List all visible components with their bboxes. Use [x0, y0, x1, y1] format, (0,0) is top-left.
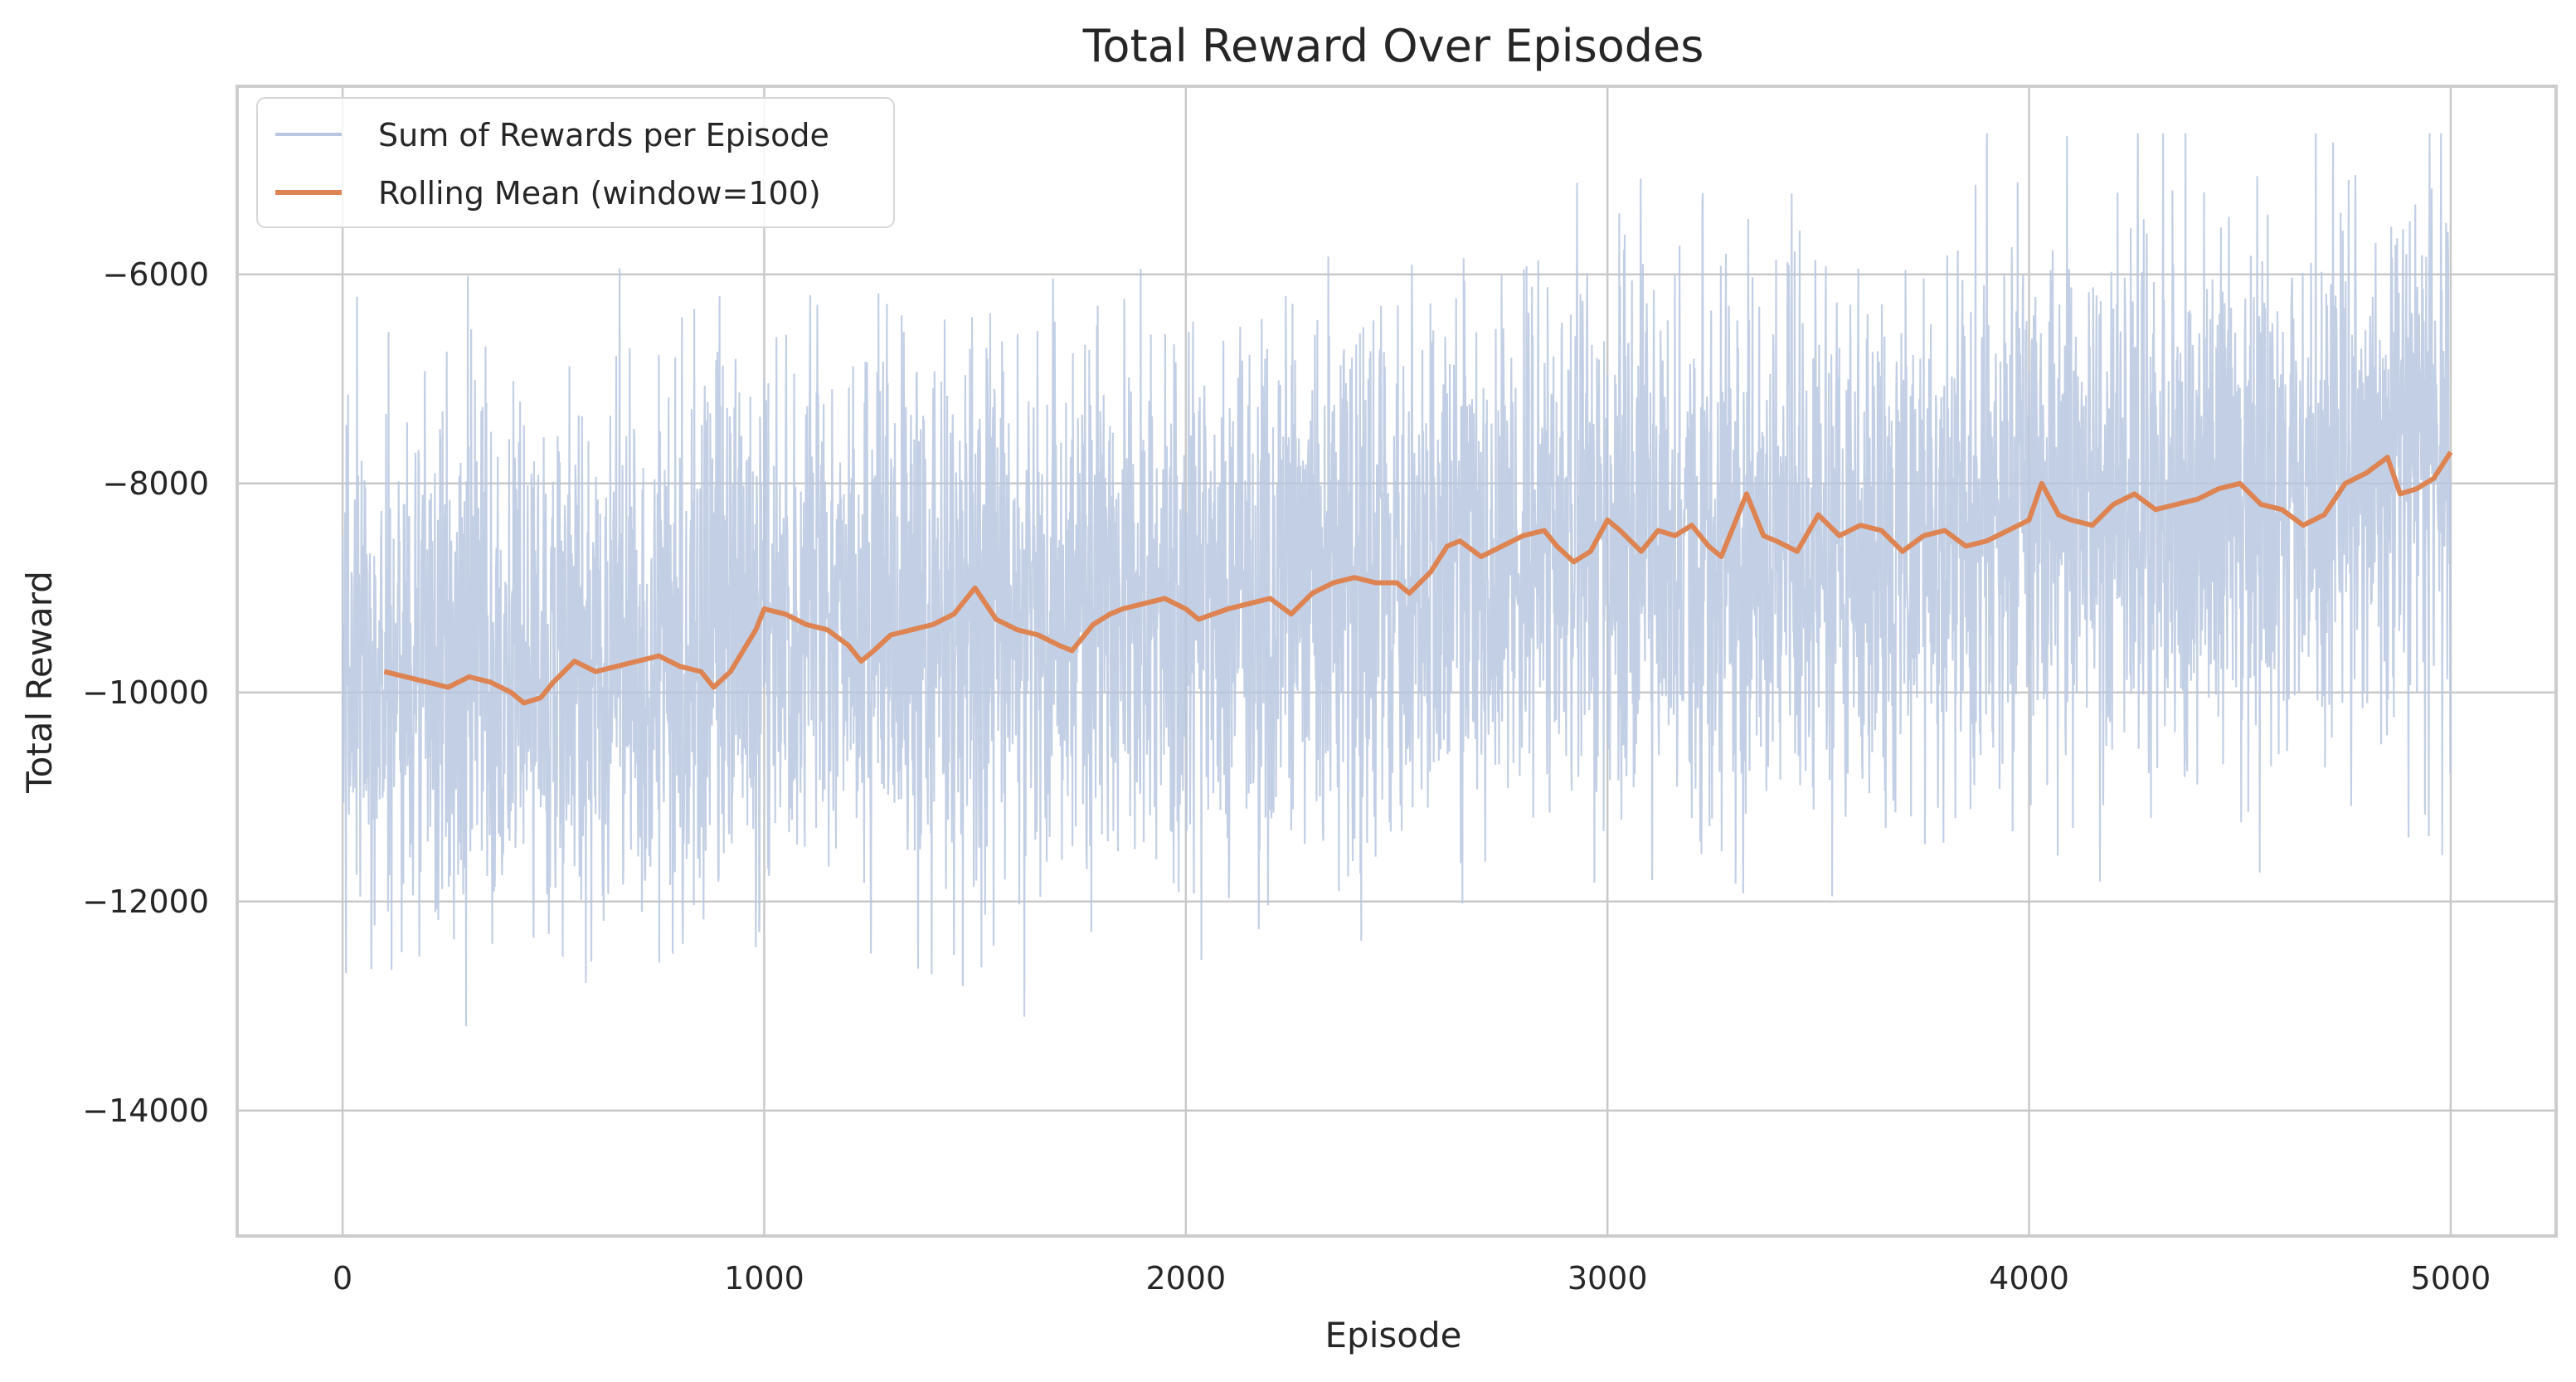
legend-label-raw: Sum of Rewards per Episode — [378, 117, 829, 153]
y-tick-label: −12000 — [82, 883, 209, 920]
y-tick-label: −14000 — [82, 1092, 209, 1129]
y-tick-label: −6000 — [102, 256, 209, 293]
x-tick-label: 5000 — [2411, 1260, 2491, 1297]
y-tick-label: −8000 — [102, 465, 209, 502]
raw-series-group — [342, 133, 2452, 1027]
x-tick-label: 4000 — [1989, 1260, 2069, 1297]
legend: Sum of Rewards per Episode Rolling Mean … — [256, 97, 895, 228]
x-axis-label: Episode — [1325, 1315, 1462, 1355]
x-tick-label: 0 — [333, 1260, 352, 1297]
plot-frame — [236, 85, 2558, 1238]
axis-ticks: 0 1000 2000 3000 4000 5000 −14000 −12000 −10000 −… — [82, 256, 2491, 1297]
x-tick-label: 1000 — [724, 1260, 804, 1297]
x-tick-label: 2000 — [1145, 1260, 1226, 1297]
y-axis-label: Total Reward — [19, 571, 60, 794]
chart-title: Total Reward Over Episodes — [1082, 20, 1704, 72]
rolling-mean-line — [383, 450, 2453, 706]
legend-box — [256, 97, 895, 228]
y-tick-label: −10000 — [82, 674, 209, 711]
rolling-mean-group — [383, 450, 2453, 706]
x-tick-label: 3000 — [1567, 1260, 1648, 1297]
legend-label-rolling: Rolling Mean (window=100) — [378, 175, 821, 212]
raw-reward-line — [342, 133, 2452, 1027]
